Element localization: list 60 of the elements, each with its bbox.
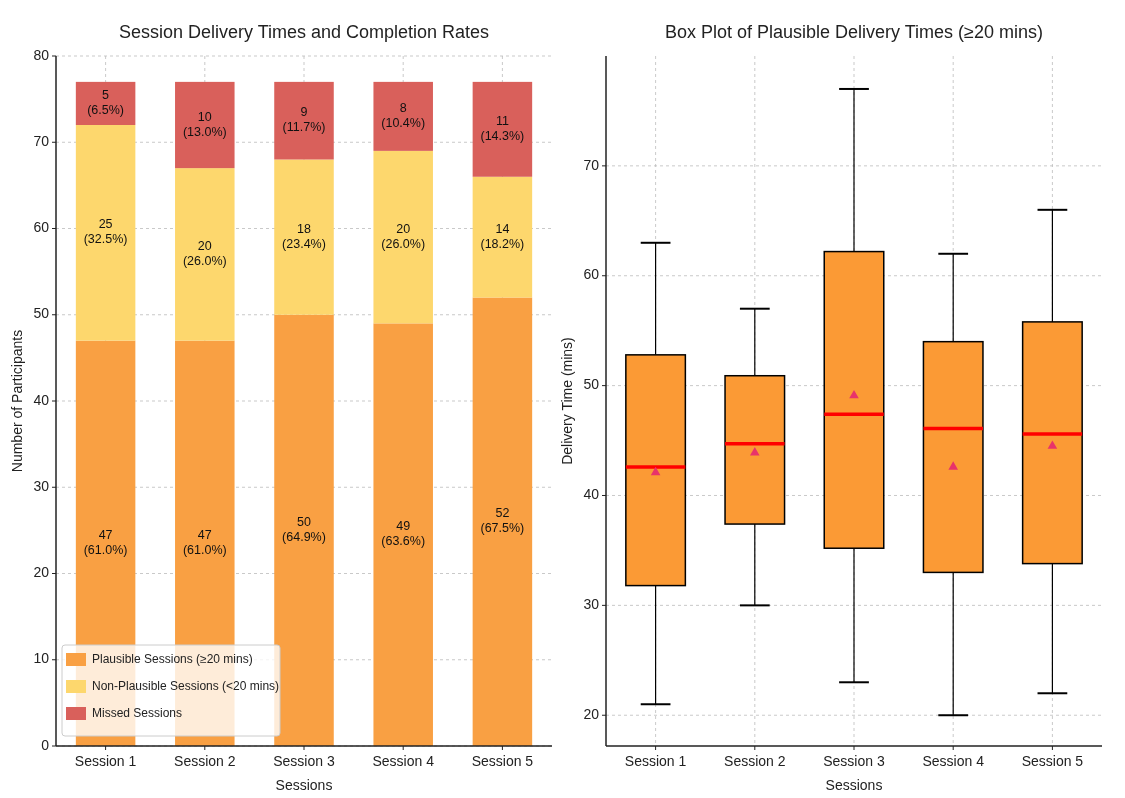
x-tick-label: Session 4 (372, 753, 435, 769)
bar (274, 81, 334, 160)
y-tick-label: 50 (33, 305, 50, 322)
y-tick-label: 20 (33, 564, 50, 581)
y-tick-label: 30 (583, 596, 600, 613)
data-label: 18 (23.4%) (282, 221, 326, 251)
data-label: 11 (14.3%) (480, 114, 525, 144)
chart-title: Box Plot of Plausible Delivery Times (≥20 mins) (664, 22, 1044, 42)
x-tick-label: Session 2 (724, 753, 786, 769)
x-tick-label: Session 3 (823, 753, 885, 769)
x-tick-label: Session 2 (174, 753, 236, 769)
x-tick-label: Session 5 (1021, 753, 1084, 769)
data-label: 10 (13.0%) (182, 109, 227, 139)
data-label: 20 (26.0%) (381, 221, 426, 251)
y-axis-title: Delivery Time (mins) (559, 337, 575, 465)
bar (75, 125, 136, 341)
y-tick-label: 70 (33, 132, 50, 149)
data-label: 47 (61.0%) (182, 528, 227, 558)
y-tick-label: 80 (33, 46, 50, 63)
bar (175, 81, 235, 169)
bar (472, 81, 533, 177)
data-label: 49 (63.6%) (381, 519, 426, 549)
x-tick-label: Session 1 (74, 753, 137, 769)
data-label: 25 (32.5%) (83, 217, 128, 247)
y-tick-label: 10 (33, 650, 50, 667)
data-label: 52 (67.5%) (480, 506, 525, 536)
y-tick-label: 30 (33, 477, 50, 494)
data-label: 50 (64.9%) (282, 515, 326, 545)
data-label: 14 (18.2%) (480, 221, 525, 251)
x-tick-label: Session 5 (471, 753, 534, 769)
data-label: 47 (61.0%) (83, 528, 128, 558)
y-tick-label: 50 (583, 376, 600, 393)
bar (373, 150, 433, 324)
y-tick-label: 0 (41, 736, 50, 753)
x-tick-label: Session 4 (922, 753, 985, 769)
bar (274, 159, 334, 315)
y-tick-label: 60 (33, 219, 50, 236)
x-tick-label: Session 1 (624, 753, 687, 769)
data-label: 8 (10.4%) (381, 101, 426, 131)
bar (472, 297, 533, 746)
y-tick-label: 40 (583, 486, 600, 503)
y-tick-label: 40 (33, 391, 50, 408)
bar (175, 168, 235, 341)
data-label: 5 (6.5%) (87, 88, 125, 118)
y-tick-label: 60 (583, 266, 600, 283)
bar (373, 323, 433, 746)
x-tick-label: Session 3 (273, 753, 335, 769)
x-axis-title: Sessions (825, 777, 883, 793)
bar (373, 81, 433, 151)
y-tick-label: 70 (583, 156, 600, 173)
y-axis-title: Number of Participants (9, 329, 25, 473)
chart-title: Session Delivery Times and Completion Rates (118, 22, 490, 42)
data-label: 9 (11.7%) (282, 105, 326, 135)
data-label: 20 (26.0%) (182, 239, 227, 269)
legend-label: Missed Sessions (92, 706, 183, 721)
bar (472, 176, 533, 298)
legend-label: Plausible Sessions (≥20 mins) (92, 652, 253, 667)
x-axis-title: Sessions (275, 777, 333, 793)
y-tick-label: 20 (583, 705, 600, 722)
legend-label: Non-Plausible Sessions (<20 mins) (92, 679, 280, 694)
